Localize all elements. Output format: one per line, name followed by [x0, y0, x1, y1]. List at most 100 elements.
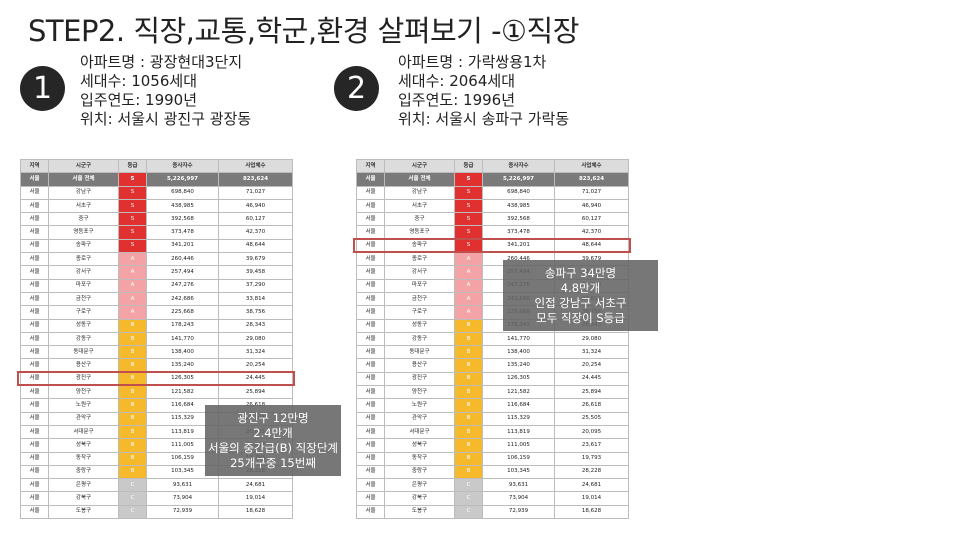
- region-cell: 서울: [20, 172, 49, 187]
- district-cell: 서초구: [48, 198, 119, 214]
- workers-cell: 141,770: [146, 331, 219, 347]
- highlight-box: [353, 238, 631, 253]
- workers-cell: 93,631: [146, 478, 219, 493]
- region-cell: 서울: [356, 291, 385, 307]
- businesses-cell: 60,127: [218, 212, 293, 227]
- region-cell: 서울: [356, 504, 385, 520]
- grade-cell: S: [454, 238, 483, 254]
- workers-cell: 341,201: [146, 238, 219, 254]
- apartment-name: 아파트명 : 광장현대3단지: [80, 53, 243, 71]
- grade-cell: B: [118, 318, 147, 333]
- grade-cell: B: [118, 331, 147, 347]
- businesses-cell: 37,290: [218, 278, 293, 293]
- table-row: 서울 양천구 B 121,582 25,894: [20, 385, 293, 400]
- grade-cell: S: [118, 238, 147, 254]
- workers-cell: 73,904: [146, 491, 219, 506]
- note-line: 4.8만개: [560, 281, 601, 295]
- district-cell: 양천구: [48, 385, 119, 400]
- grade-cell: S: [454, 212, 483, 227]
- district-cell: 마포구: [48, 278, 119, 293]
- grade-cell: B: [118, 411, 147, 426]
- businesses-cell: 29,080: [554, 331, 629, 347]
- grade-cell: C: [118, 478, 147, 493]
- district-cell: 양천구: [384, 385, 455, 400]
- workers-cell: 178,243: [146, 318, 219, 333]
- district-cell: 송파구: [48, 238, 119, 254]
- region-cell: 서울: [356, 318, 385, 333]
- district-cell: 중구: [48, 212, 119, 227]
- district-cell: 은평구: [48, 478, 119, 493]
- workers-cell: 72,939: [146, 504, 219, 520]
- businesses-cell: 18,628: [218, 504, 293, 520]
- workers-cell: 121,582: [146, 385, 219, 400]
- table-row: 서울 중구 S 392,568 60,127: [356, 212, 629, 227]
- table-row: 서울 용산구 B 135,240 20,254: [356, 358, 629, 373]
- grade-cell: B: [454, 464, 483, 480]
- region-cell: 서울: [20, 238, 49, 254]
- grade-cell: S: [118, 225, 147, 240]
- region-cell: 서울: [356, 491, 385, 506]
- table-row: 서울 서초구 S 438,985 46,940: [20, 198, 293, 214]
- workers-cell: 373,478: [146, 225, 219, 240]
- businesses-cell: 24,681: [554, 478, 629, 493]
- table-row: 서울 동대문구 B 138,400 31,324: [356, 345, 629, 360]
- table-row: 서울 강북구 C 73,904 19,014: [20, 491, 293, 506]
- column-header: 지역: [356, 158, 385, 174]
- grade-cell: B: [454, 318, 483, 333]
- location: 위치: 서울시 송파구 가락동: [398, 110, 570, 128]
- businesses-cell: 38,756: [218, 305, 293, 320]
- table-row: 서울 영등포구 S 373,478 42,370: [20, 225, 293, 240]
- workers-cell: 93,631: [482, 478, 555, 493]
- grade-cell: B: [454, 398, 483, 413]
- grade-cell: B: [118, 345, 147, 360]
- district-cell: 노원구: [48, 398, 119, 413]
- note-line: 모두 직장이 S등급: [536, 311, 625, 325]
- region-cell: 서울: [356, 345, 385, 360]
- workers-cell: 106,159: [482, 451, 555, 466]
- region-cell: 서울: [356, 451, 385, 466]
- table-row: 서울 강남구 S 698,840 71,027: [356, 185, 629, 200]
- grade-cell: A: [118, 291, 147, 307]
- note-line: 서울의 중간급(B) 직장단계: [208, 441, 338, 455]
- grade-cell: S: [118, 198, 147, 214]
- district-cell: 중랑구: [384, 464, 455, 480]
- region-cell: 서울: [20, 464, 49, 480]
- grade-cell: A: [454, 278, 483, 293]
- district-cell: 동작구: [384, 451, 455, 466]
- district-cell: 중구: [384, 212, 455, 227]
- workers-cell: 103,345: [482, 464, 555, 480]
- region-cell: 서울: [356, 464, 385, 480]
- workers-cell: 73,904: [482, 491, 555, 506]
- grade-cell: A: [118, 278, 147, 293]
- region-cell: 서울: [20, 451, 49, 466]
- table-header-row: 지역 시군구 등급 종사자수 사업체수: [356, 158, 629, 174]
- district-cell: 강북구: [384, 491, 455, 506]
- grade-cell: A: [118, 252, 147, 267]
- businesses-cell: 29,080: [218, 331, 293, 347]
- district-cell: 서울 전체: [384, 172, 455, 187]
- district-cell: 서대문구: [384, 424, 455, 440]
- region-cell: 서울: [20, 478, 49, 493]
- grade-cell: B: [118, 385, 147, 400]
- district-cell: 도봉구: [384, 504, 455, 520]
- workers-cell: 135,240: [482, 358, 555, 373]
- grade-cell: S: [118, 212, 147, 227]
- district-cell: 동대문구: [48, 345, 119, 360]
- district-cell: 동대문구: [384, 345, 455, 360]
- table-row: 서울 은평구 C 93,631 24,681: [356, 478, 629, 493]
- district-cell: 강동구: [384, 331, 455, 347]
- table-row: 서울 강동구 B 141,770 29,080: [356, 331, 629, 347]
- region-cell: 서울: [20, 278, 49, 293]
- region-cell: 서울: [20, 345, 49, 360]
- grade-cell: B: [454, 438, 483, 453]
- move-in-year: 입주연도: 1990년: [80, 91, 197, 109]
- region-cell: 서울: [20, 398, 49, 413]
- grade-cell: C: [454, 478, 483, 493]
- column-header: 사업체수: [554, 158, 629, 174]
- region-cell: 서울: [20, 331, 49, 347]
- workers-cell: 138,400: [146, 345, 219, 360]
